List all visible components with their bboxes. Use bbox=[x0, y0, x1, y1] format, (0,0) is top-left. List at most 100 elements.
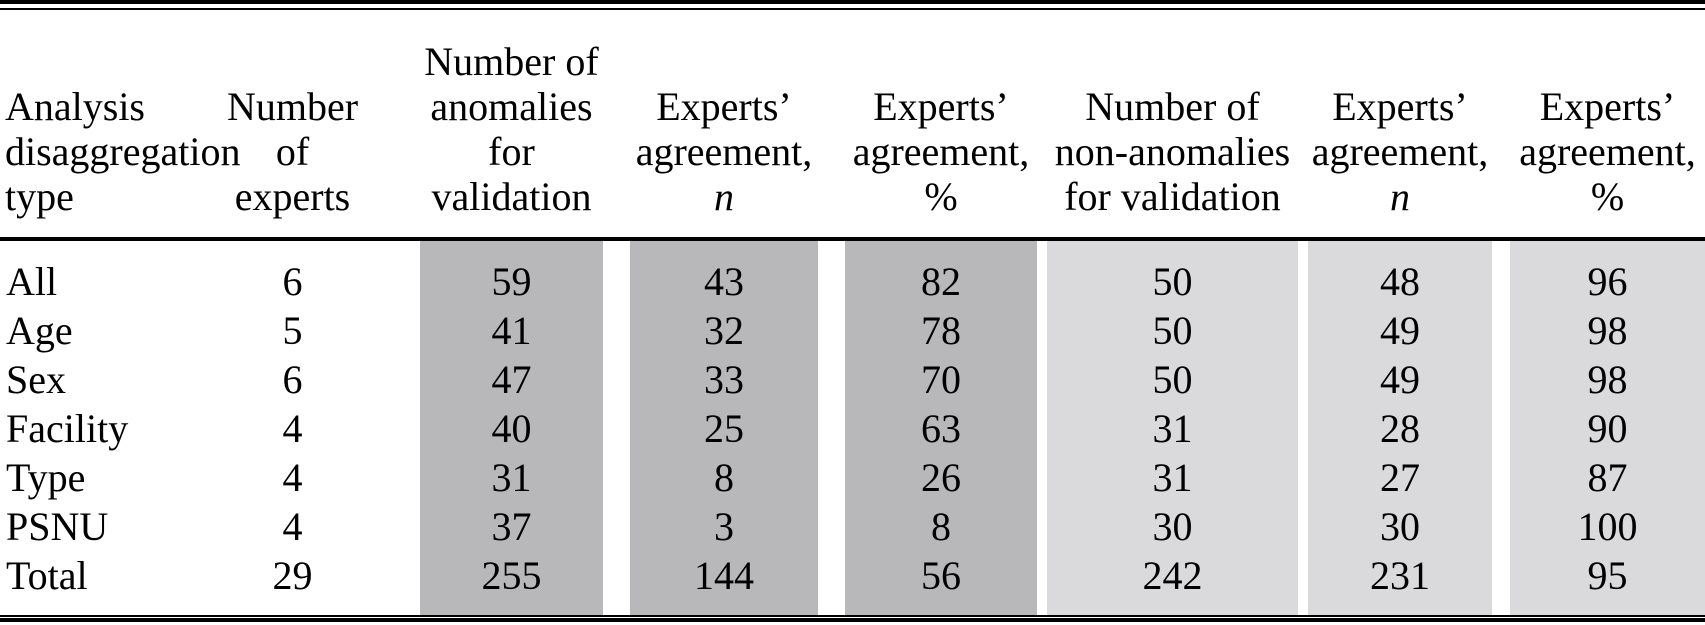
experts-count: 29 bbox=[272, 553, 313, 598]
row-label: Facility bbox=[6, 406, 129, 451]
header-line-italic-n: n bbox=[714, 174, 734, 219]
header-anomalies-for-validation: Number of anomalies for validation bbox=[420, 10, 603, 237]
header-line: experts bbox=[234, 174, 351, 219]
header-line: agreement, bbox=[635, 129, 813, 174]
experts-count: 6 bbox=[282, 259, 303, 304]
non-anomalies-count: 31 bbox=[1152, 406, 1193, 451]
shade-anomalies-count-column bbox=[420, 241, 603, 615]
agreement-n: 3 bbox=[714, 504, 734, 549]
table-row-all: All 6 59 43 82 50 48 96 bbox=[0, 257, 1705, 306]
header-line: of bbox=[275, 129, 310, 174]
non-agreement-n: 30 bbox=[1380, 504, 1420, 549]
agreement-n: 144 bbox=[694, 553, 754, 598]
experts-count: 4 bbox=[282, 504, 303, 549]
header-line: type bbox=[5, 174, 74, 219]
header-line: Experts’ bbox=[1539, 84, 1676, 129]
column-shading bbox=[0, 241, 1705, 615]
header-line: Experts’ bbox=[1332, 84, 1468, 129]
non-agreement-n: 49 bbox=[1380, 357, 1420, 402]
agreement-n: 8 bbox=[714, 455, 734, 500]
non-agreement-pct: 100 bbox=[1577, 504, 1638, 549]
anomalies-count: 41 bbox=[491, 308, 532, 353]
agreement-pct: 26 bbox=[921, 455, 961, 500]
bottom-rule-gap bbox=[0, 617, 1705, 618]
row-label: PSNU bbox=[6, 504, 109, 549]
header-line: % bbox=[924, 174, 958, 219]
non-agreement-n: 48 bbox=[1380, 259, 1420, 304]
non-agreement-pct: 87 bbox=[1587, 455, 1628, 500]
non-anomalies-count: 242 bbox=[1142, 553, 1203, 598]
header-line: Analysis bbox=[5, 84, 145, 129]
table-body: All 6 59 43 82 50 48 96 Age 5 41 32 78 5… bbox=[0, 241, 1705, 615]
non-anomalies-count: 50 bbox=[1152, 259, 1193, 304]
non-agreement-n: 49 bbox=[1380, 308, 1420, 353]
non-agreement-n: 27 bbox=[1380, 455, 1420, 500]
agreement-n: 25 bbox=[704, 406, 744, 451]
header-experts-agreement-n-anomalies: Experts’ agreement, n bbox=[630, 10, 818, 237]
header-line: Experts’ bbox=[873, 84, 1009, 129]
experts-count: 5 bbox=[282, 308, 303, 353]
agreement-pct: 78 bbox=[921, 308, 961, 353]
header-experts-agreement-pct-non-anomalies: Experts’ agreement, % bbox=[1510, 10, 1705, 237]
header-experts-agreement-n-non-anomalies: Experts’ agreement, n bbox=[1308, 10, 1492, 237]
anomalies-count: 255 bbox=[481, 553, 542, 598]
agreement-n: 32 bbox=[704, 308, 744, 353]
table-row-facility: Facility 4 40 25 63 31 28 90 bbox=[0, 404, 1705, 453]
header-rule bbox=[0, 237, 1705, 241]
experts-count: 6 bbox=[282, 357, 303, 402]
non-agreement-n: 28 bbox=[1380, 406, 1420, 451]
header-line: anomalies bbox=[430, 84, 593, 129]
table-header: Analysis disaggregation type Number of e… bbox=[0, 10, 1705, 237]
bottom-rule-thin bbox=[0, 615, 1705, 617]
header-analysis-disaggregation-type: Analysis disaggregation type bbox=[0, 10, 241, 237]
table-row-age: Age 5 41 32 78 50 49 98 bbox=[0, 306, 1705, 355]
row-label: Age bbox=[6, 308, 73, 353]
header-number-of-experts: Number of experts bbox=[165, 10, 420, 237]
non-anomalies-count: 31 bbox=[1152, 455, 1193, 500]
top-rule-gap bbox=[0, 4, 1705, 8]
shade-agreement-n-column bbox=[630, 241, 818, 615]
header-line: disaggregation bbox=[5, 129, 241, 174]
non-agreement-pct: 98 bbox=[1587, 308, 1628, 353]
shade-non-agreement-n-column bbox=[1308, 241, 1492, 615]
non-agreement-pct: 96 bbox=[1587, 259, 1628, 304]
header-line: non-anomalies bbox=[1054, 129, 1291, 174]
table-row-total: Total 29 255 144 56 242 231 95 bbox=[0, 551, 1705, 600]
agreement-pct: 56 bbox=[921, 553, 961, 598]
header-line: % bbox=[1590, 174, 1625, 219]
agreement-n: 33 bbox=[704, 357, 744, 402]
header-line: agreement, bbox=[1311, 129, 1489, 174]
non-anomalies-count: 30 bbox=[1152, 504, 1193, 549]
table-rows: All 6 59 43 82 50 48 96 Age 5 41 32 78 5… bbox=[0, 241, 1705, 615]
anomalies-count: 37 bbox=[491, 504, 532, 549]
header-line: agreement, bbox=[852, 129, 1030, 174]
header-line: validation bbox=[431, 174, 592, 219]
bottom-rule-thick bbox=[0, 618, 1705, 622]
non-agreement-n: 231 bbox=[1370, 553, 1430, 598]
row-label: Total bbox=[6, 553, 88, 598]
shade-non-agreement-pct-column bbox=[1510, 241, 1705, 615]
non-anomalies-count: 50 bbox=[1152, 308, 1193, 353]
non-agreement-pct: 90 bbox=[1587, 406, 1628, 451]
top-rule-thin bbox=[0, 8, 1705, 10]
header-line: agreement, bbox=[1519, 129, 1696, 174]
header-line: Experts’ bbox=[656, 84, 792, 129]
agreement-pct: 82 bbox=[921, 259, 961, 304]
anomalies-count: 47 bbox=[491, 357, 532, 402]
row-label: Type bbox=[6, 455, 86, 500]
anomalies-count: 31 bbox=[491, 455, 532, 500]
header-line: Number of bbox=[1085, 84, 1260, 129]
table-row-type: Type 4 31 8 26 31 27 87 bbox=[0, 453, 1705, 502]
shade-non-anomalies-count-column bbox=[1047, 241, 1298, 615]
non-agreement-pct: 98 bbox=[1587, 357, 1628, 402]
agreement-n: 43 bbox=[704, 259, 744, 304]
header-line: Number of bbox=[424, 39, 599, 84]
experts-count: 4 bbox=[282, 455, 303, 500]
row-label: Sex bbox=[6, 357, 66, 402]
shade-agreement-pct-column bbox=[845, 241, 1037, 615]
anomalies-count: 40 bbox=[491, 406, 532, 451]
header-line: for validation bbox=[1064, 174, 1281, 219]
header-experts-agreement-pct-anomalies: Experts’ agreement, % bbox=[845, 10, 1037, 237]
header-non-anomalies-for-validation: Number of non-anomalies for validation bbox=[1047, 10, 1298, 237]
